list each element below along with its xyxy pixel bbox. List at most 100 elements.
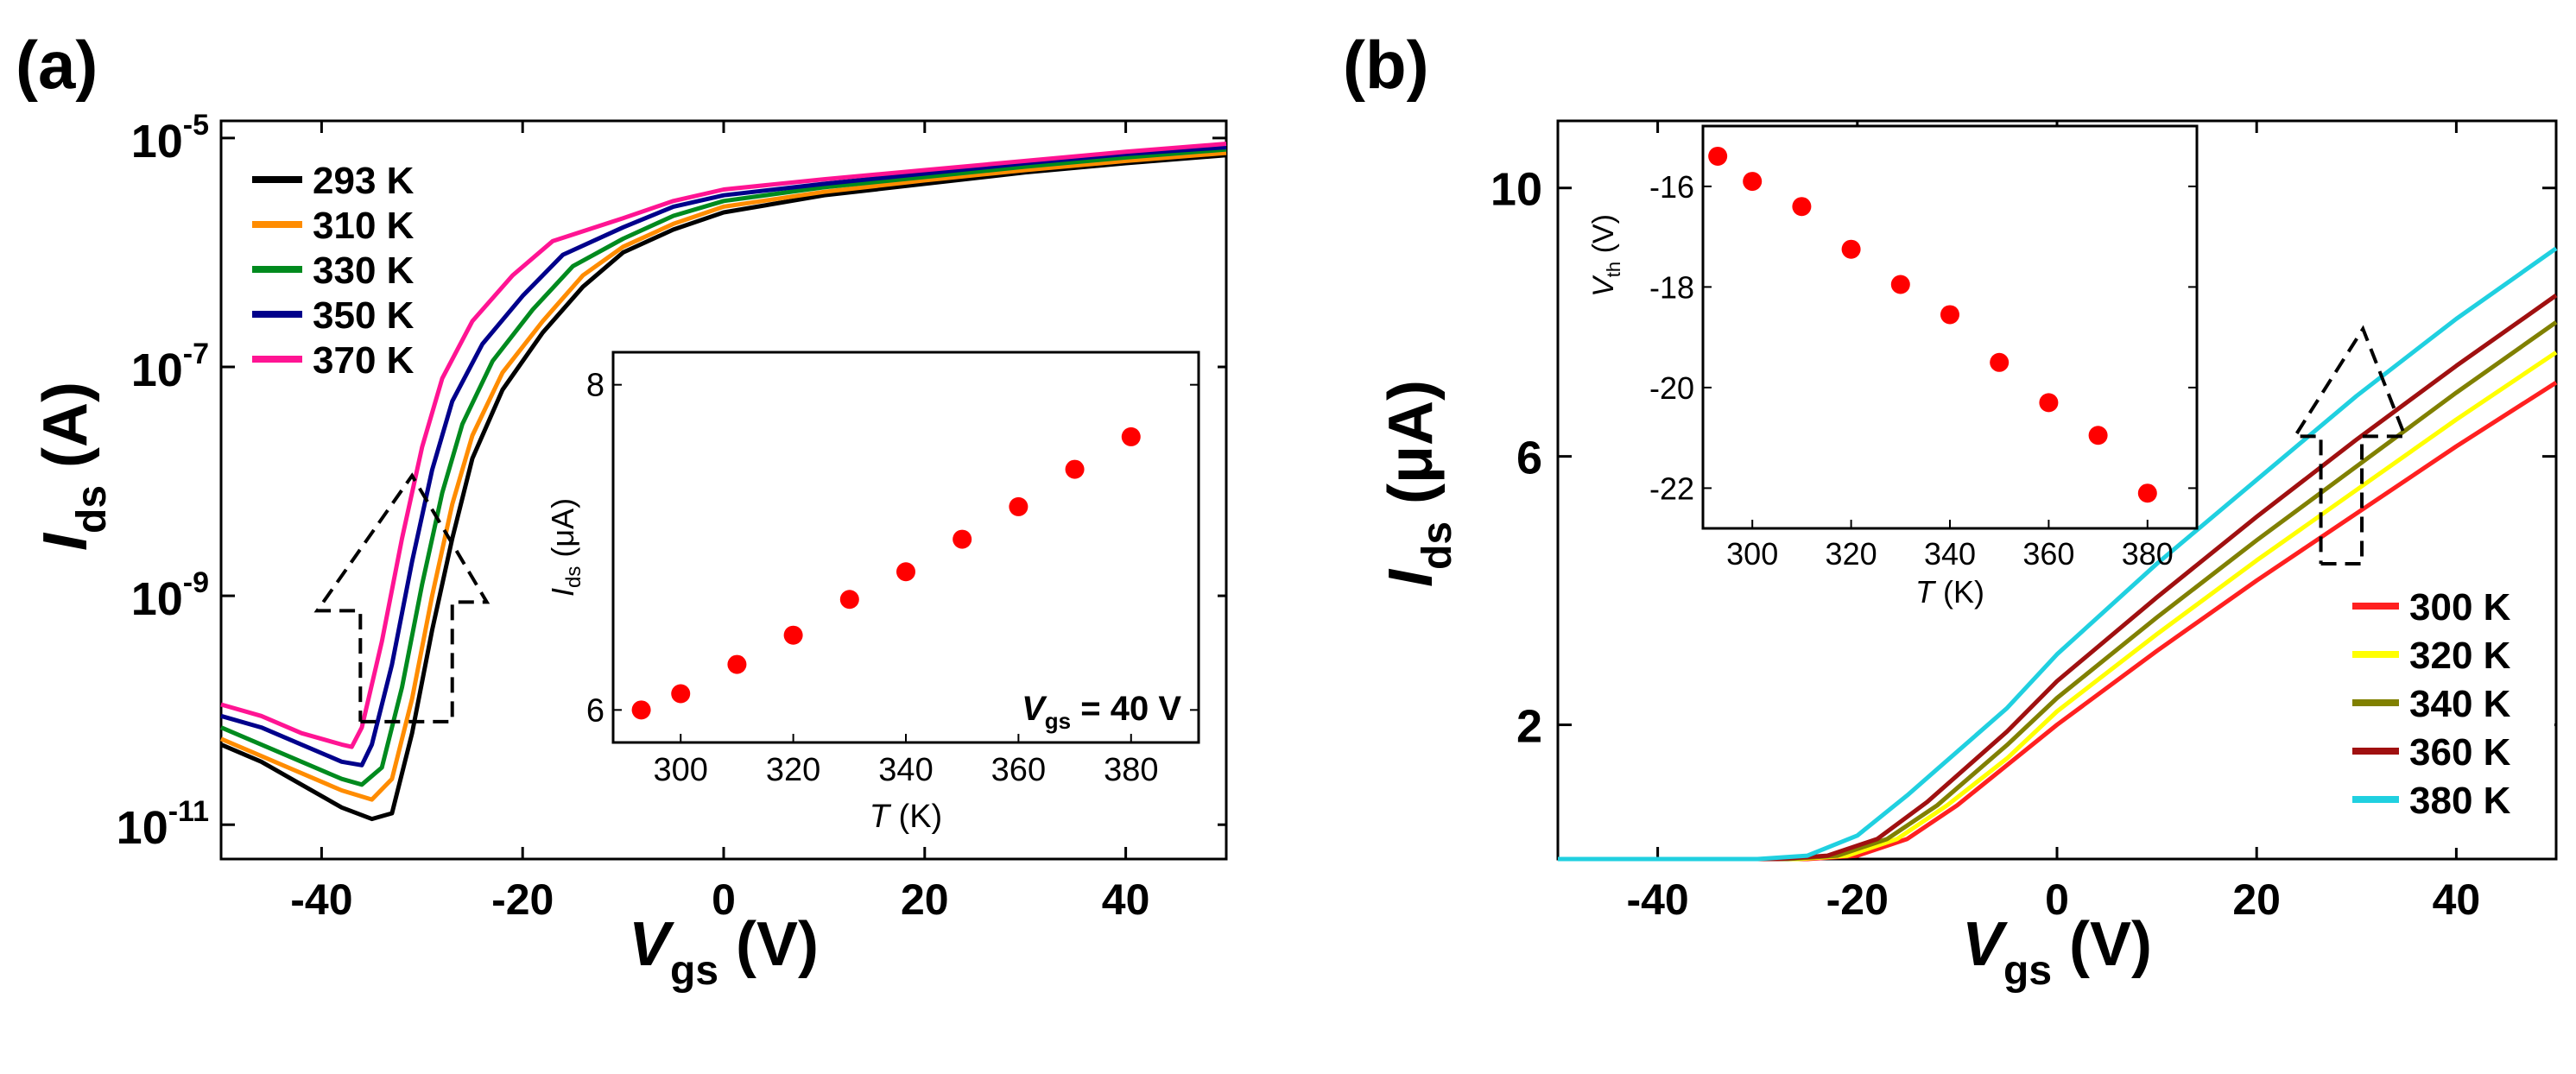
panel-b-inset-xtick-label: 380 bbox=[2122, 536, 2174, 572]
panel-b-inset-ytick-label: -22 bbox=[1649, 471, 1694, 506]
panel-b-label: (b) bbox=[1343, 27, 1429, 103]
panel-a-inset-point bbox=[727, 654, 747, 674]
panel-b-xtick-label: 20 bbox=[2232, 875, 2281, 924]
panel-b-inset-frame bbox=[1701, 124, 2199, 530]
panel-b-inset-x-label: T (K) bbox=[1915, 574, 1984, 610]
panel-a-ytick-base: 10 bbox=[131, 573, 183, 625]
panel-b-legend-label: 360 K bbox=[2409, 731, 2511, 774]
panel-a-inset-annotation-rest: = 40 V bbox=[1071, 690, 1181, 728]
panel-a-inset-xlabel-unit: (K) bbox=[889, 799, 942, 835]
panel-a-xtick-label: 20 bbox=[901, 875, 949, 924]
panel-b-inset-ytick-label: -18 bbox=[1649, 269, 1694, 305]
panel-a-label: (a) bbox=[16, 27, 98, 103]
panel-a-inset-annotation: Vgs = 40 V bbox=[1022, 690, 1181, 734]
panel-b-inset-point bbox=[2088, 426, 2108, 445]
panel-a-ytick-exponent: -7 bbox=[183, 338, 209, 370]
panel-a-inset-point bbox=[896, 562, 915, 582]
panel-a-inset-point bbox=[1009, 496, 1029, 516]
panel-a-legend-label: 310 K bbox=[313, 205, 415, 247]
panel-b-legend-background bbox=[2342, 580, 2554, 848]
panel-b-inset-ytick-label: -16 bbox=[1649, 169, 1694, 205]
panel-b-x-axis-label: Vgs (V) bbox=[1962, 910, 2152, 994]
panel-b-inset-y-label: Vth (V) bbox=[1587, 214, 1624, 297]
panel-a-inset-ytick-label: 8 bbox=[586, 368, 604, 404]
panel-a-inset-ytick-label: 6 bbox=[586, 692, 604, 729]
panel-b-ytick-label: 2 bbox=[1516, 701, 1542, 753]
panel-b-xtick-label: 0 bbox=[2045, 875, 2069, 924]
panel-a-ytick-exponent: -9 bbox=[183, 566, 209, 599]
panel-a-ytick-label: 10-5 bbox=[131, 109, 209, 167]
panel-a-series-293k bbox=[220, 153, 1227, 822]
panel-a-ytick-exponent: -5 bbox=[183, 109, 209, 142]
panel-a-inset-xtick-label: 320 bbox=[766, 752, 820, 788]
panel-a-inset-x-label: T (K) bbox=[870, 799, 942, 835]
panel-b-ylabel-sub: ds bbox=[1415, 521, 1460, 570]
panel-b-inset-point bbox=[2137, 483, 2157, 503]
panel-b-trend-arrow bbox=[2291, 325, 2408, 565]
panel-a-inset: 300 320 340 360 380 6 8 T (K) Ids (μA) Vgs = 40 V bbox=[545, 338, 1218, 841]
panel-a-inset-background bbox=[561, 338, 1218, 841]
panel-a-y-axis-label: Ids (A) bbox=[31, 382, 115, 551]
panel-b-xtick-label: -20 bbox=[1826, 875, 1889, 924]
panel-b-xlabel-unit: (V) bbox=[2052, 910, 2152, 979]
panel-b-ytick-label: 10 bbox=[1491, 164, 1542, 216]
panel-a-series-310k bbox=[220, 150, 1227, 802]
panel-a-ylabel-sub: ds bbox=[69, 485, 115, 534]
panel-b-inset: 300 320 340 360 380 -22 -20 -18 -16 T (K) Vth (V) bbox=[1587, 124, 2199, 610]
panel-b-inset-point bbox=[1990, 352, 2010, 372]
panel-a-ylabel-unit: (A) bbox=[31, 382, 100, 485]
panel-b-inset-xlabel-unit: (K) bbox=[1934, 574, 1984, 610]
panel-b-inset-ytick-label: -20 bbox=[1649, 370, 1694, 406]
panel-a-inset-xtick-label: 360 bbox=[991, 752, 1046, 788]
panel-b-legend-label: 380 K bbox=[2409, 780, 2511, 822]
panel-b-ylabel-unit: (μA) bbox=[1377, 380, 1446, 521]
panel-a-ytick-base: 10 bbox=[131, 344, 183, 396]
panel-a-inset-ylabel-sub: ds bbox=[562, 566, 585, 588]
panel-a-xtick-label: 40 bbox=[1102, 875, 1150, 924]
panel-b-series-360k bbox=[1558, 294, 2558, 862]
panel-b-xtick-label: 40 bbox=[2433, 875, 2481, 924]
panel-b-inset-xtick-label: 320 bbox=[1826, 536, 1877, 572]
panel-b-inset-point bbox=[2039, 393, 2059, 413]
panel-a-xtick-label: -40 bbox=[290, 875, 352, 924]
panel-a-inset-xtick-label: 300 bbox=[654, 752, 708, 788]
panel-b-inset-point bbox=[1841, 239, 1861, 259]
panel-b-inset-ylabel-unit: (V) bbox=[1587, 214, 1620, 262]
panel-a-inset-point bbox=[1121, 426, 1141, 446]
panel-a-ytick-exponent: -11 bbox=[168, 795, 209, 828]
panel-b-inset-point bbox=[1890, 275, 1910, 294]
panel-a-xlabel-sub: gs bbox=[670, 948, 718, 994]
panel-a-ytick-label: 10-11 bbox=[117, 795, 209, 854]
panel-b-xlabel-main: V bbox=[1962, 910, 2009, 979]
panel-a-inset-ylabel-unit: (μA) bbox=[545, 498, 580, 566]
panel-b-inset-ylabel-main: V bbox=[1587, 275, 1620, 297]
panel-a-ylabel-main: I bbox=[31, 532, 100, 551]
panel-a-inset-point bbox=[671, 684, 691, 704]
panel-b-inset-xtick-label: 360 bbox=[2022, 536, 2074, 572]
panel-a-xlabel-main: V bbox=[629, 910, 675, 979]
panel-a-trend-arrow bbox=[313, 472, 491, 723]
panel-a-ytick-base: 10 bbox=[131, 116, 183, 167]
panel-b-xlabel-sub: gs bbox=[2003, 948, 2052, 994]
panel-a-inset-xtick-label: 380 bbox=[1104, 752, 1158, 788]
panel-a-inset-point bbox=[783, 625, 803, 645]
panel-a-ytick-base: 10 bbox=[117, 802, 168, 854]
panel-a-xtick-label: -20 bbox=[491, 875, 554, 924]
panel-a-ytick-label: 10-7 bbox=[131, 338, 209, 396]
panel-a-legend-label: 370 K bbox=[313, 339, 415, 382]
panel-b-ylabel-main: I bbox=[1377, 568, 1446, 587]
panel-a-ytick-label: 10-9 bbox=[131, 566, 209, 625]
panel-a-legend-label: 350 K bbox=[313, 294, 415, 337]
panel-b-inset-xtick-label: 300 bbox=[1726, 536, 1778, 572]
panel-a-inset-ylabel-main: I bbox=[545, 588, 580, 597]
panel-a-series-330k bbox=[220, 147, 1227, 787]
panel-b-legend-label: 340 K bbox=[2409, 683, 2511, 725]
panel-a-inset-annotation-sub: gs bbox=[1045, 708, 1071, 734]
panel-b-legend-label: 300 K bbox=[2409, 586, 2511, 629]
panel-a-series-370k bbox=[220, 142, 1227, 749]
panel-a-inset-point bbox=[631, 700, 651, 720]
